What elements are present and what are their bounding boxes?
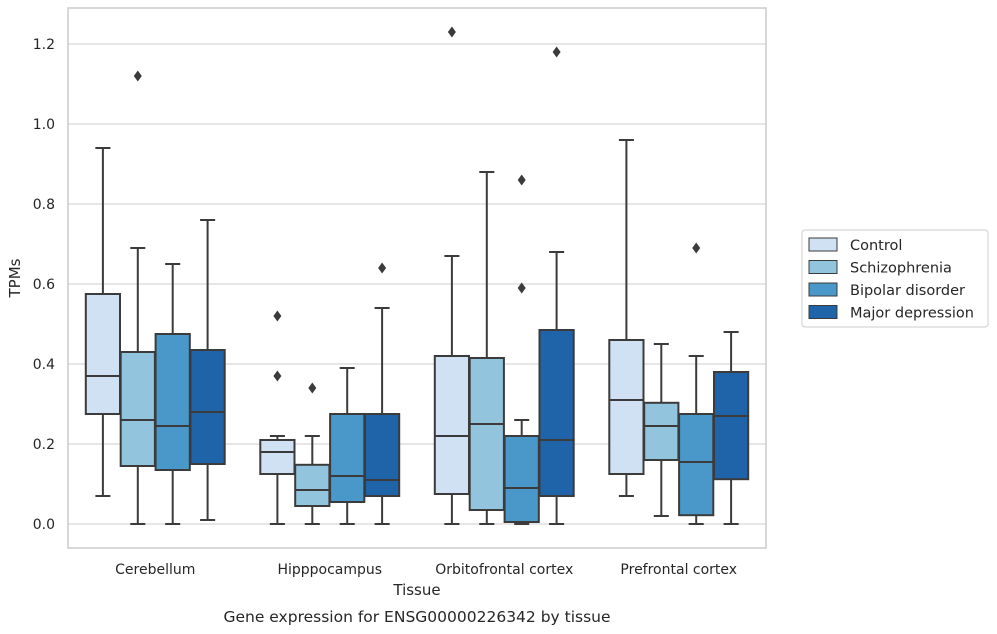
legend-label: Major depression — [850, 306, 974, 322]
y-tick-label: 1.0 — [33, 117, 55, 133]
box-group — [468, 171, 505, 525]
box-group — [538, 46, 575, 525]
outlier-point — [692, 242, 701, 254]
x-tick-label: Hipppocampus — [277, 562, 382, 578]
box — [189, 349, 226, 465]
box — [294, 463, 331, 507]
box — [503, 435, 540, 523]
box — [154, 333, 191, 471]
box-group — [608, 139, 645, 497]
outlier-point — [517, 282, 526, 294]
plot-frame — [67, 7, 767, 549]
box-group — [503, 174, 540, 525]
x-axis-label: Tissue — [392, 581, 440, 599]
y-tick-label: 0.6 — [33, 277, 55, 293]
y-tick-label: 0.2 — [33, 437, 55, 453]
box — [433, 355, 471, 495]
chart-caption: Gene expression for ENSG00000226342 by t… — [223, 608, 610, 626]
box-group — [643, 343, 680, 517]
x-tick-label: Cerebellum — [115, 562, 195, 578]
box-group — [154, 263, 191, 525]
box-group — [294, 382, 331, 525]
box-group — [712, 331, 750, 525]
legend-label: Schizophrenia — [850, 261, 952, 277]
box — [538, 329, 575, 497]
legend-swatch — [808, 305, 838, 319]
outlier-point — [308, 382, 317, 394]
outlier-point — [273, 370, 282, 382]
x-tick-label: Prefrontal cortex — [620, 562, 737, 578]
legend-label: Control — [850, 238, 902, 254]
plot-area — [84, 26, 750, 525]
x-tick-label: Orbitofrontal cortex — [435, 562, 573, 578]
outlier-point — [552, 46, 561, 58]
box-group — [84, 147, 122, 497]
y-tick-label: 0.0 — [33, 517, 55, 533]
box-group — [678, 242, 715, 525]
outlier-point — [517, 174, 526, 186]
y-axis-label: TPMs — [6, 258, 24, 298]
box — [712, 371, 750, 481]
box-group — [259, 310, 296, 525]
box — [119, 351, 156, 467]
y-tick-label: 0.8 — [33, 197, 55, 213]
legend-label: Bipolar disorder — [850, 283, 965, 299]
y-axis: 0.0 0.2 0.4 0.6 0.8 1.0 1.2 — [33, 37, 55, 533]
outlier-point — [447, 26, 456, 38]
outlier-point — [378, 262, 387, 274]
box-group — [119, 70, 156, 525]
legend-frame — [801, 229, 989, 328]
legend-swatch — [808, 237, 838, 252]
outlier-point — [273, 310, 282, 322]
y-tick-label: 1.2 — [33, 37, 55, 53]
box — [678, 413, 715, 517]
box — [84, 293, 122, 415]
box — [643, 401, 680, 461]
box-group — [363, 262, 401, 525]
box — [363, 413, 401, 497]
box — [259, 439, 296, 475]
box-group — [329, 367, 366, 525]
box — [329, 413, 366, 503]
box — [608, 339, 645, 475]
y-tick-label: 0.4 — [33, 357, 55, 373]
box-group — [433, 26, 471, 525]
box — [468, 357, 505, 511]
legend-swatch — [808, 260, 838, 274]
x-axis: Cerebellum Hipppocampus Orbitofrontal cort… — [115, 562, 737, 578]
outlier-point — [133, 70, 142, 82]
legend-swatch — [808, 282, 838, 297]
box-group — [189, 219, 226, 521]
legend: Control Schizophrenia Bipolar disorder Majo… — [801, 229, 989, 328]
